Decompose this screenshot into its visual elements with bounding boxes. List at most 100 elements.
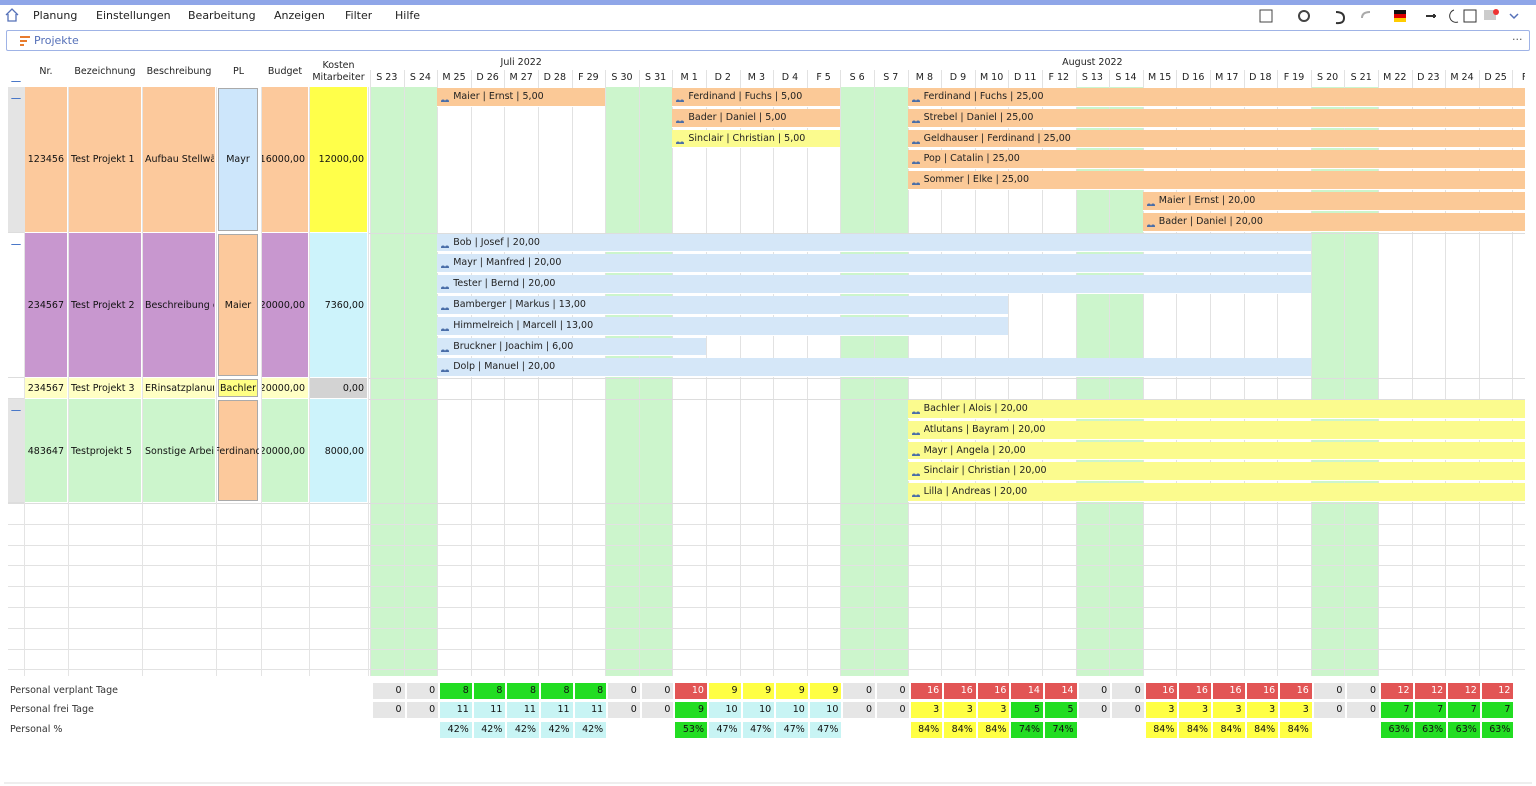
assignment-label[interactable]: Geldhauser | Ferdinand | 25,00 bbox=[923, 132, 1071, 144]
day-header[interactable]: M 22 bbox=[1383, 72, 1407, 83]
day-header[interactable]: D 16 bbox=[1181, 72, 1205, 83]
assignment-label[interactable]: Bader | Daniel | 5,00 bbox=[688, 111, 787, 123]
project-budget[interactable]: 16000,00 bbox=[262, 154, 305, 166]
project-pl[interactable]: Maier bbox=[224, 299, 252, 311]
assignment-label[interactable]: Ferdinand | Fuchs | 5,00 bbox=[688, 91, 803, 102]
day-header[interactable]: M 10 bbox=[979, 72, 1004, 83]
project-pl[interactable]: Ferdinand bbox=[217, 445, 259, 457]
assignment-label[interactable]: Pop | Catalin | 25,00 bbox=[923, 153, 1020, 165]
assignment-bar[interactable]: Pop | Catalin | 25,00 bbox=[907, 150, 1525, 170]
assignment-label[interactable]: Maier | Ernst | 20,00 bbox=[1158, 195, 1256, 206]
day-header[interactable]: D 4 bbox=[781, 72, 799, 83]
project-name[interactable]: Test Projekt 1 bbox=[71, 154, 135, 166]
assignment-bar[interactable]: Bader | Daniel | 5,00 bbox=[672, 108, 841, 128]
assignment-bar[interactable]: Strebel | Daniel | 25,00 bbox=[907, 108, 1525, 128]
project-budget[interactable]: 20000,00 bbox=[262, 299, 305, 311]
project-kosten[interactable]: 0,00 bbox=[342, 383, 364, 395]
assignment-bar[interactable]: Tester | Bernd | 20,00 bbox=[437, 275, 1311, 294]
home-icon[interactable] bbox=[4, 7, 20, 23]
day-header[interactable]: M 27 bbox=[509, 72, 533, 83]
assignment-bar[interactable]: Sinclair | Christian | 5,00 bbox=[672, 129, 841, 149]
assignment-label[interactable]: Bob | Josef | 20,00 bbox=[453, 236, 540, 248]
day-header[interactable]: D 28 bbox=[543, 72, 567, 83]
project-kosten[interactable]: 8000,00 bbox=[324, 445, 364, 457]
column-header[interactable]: Budget bbox=[267, 66, 303, 77]
day-header[interactable]: D 23 bbox=[1417, 72, 1440, 83]
assignment-bar[interactable]: Himmelreich | Marcell | 13,00 bbox=[437, 316, 1009, 336]
project-description[interactable]: Aufbau Stellwär bbox=[145, 154, 214, 166]
assignment-label[interactable]: Sinclair | Christian | 5,00 bbox=[688, 132, 806, 144]
day-header[interactable]: F 5 bbox=[816, 72, 831, 83]
day-header[interactable]: M 1 bbox=[680, 72, 698, 83]
day-header[interactable]: S 14 bbox=[1115, 72, 1137, 83]
assignment-label[interactable]: Dolp | Manuel | 20,00 bbox=[453, 361, 556, 373]
assignment-bar[interactable]: Dolp | Manuel | 20,00 bbox=[437, 358, 1311, 378]
project-budget[interactable]: 20000,00 bbox=[262, 445, 305, 457]
assignment-bar[interactable]: Bamberger | Markus | 13,00 bbox=[437, 296, 1009, 315]
day-header[interactable]: S 31 bbox=[645, 72, 667, 83]
column-header[interactable]: Bezeichnung bbox=[74, 66, 136, 77]
day-header[interactable]: D 18 bbox=[1249, 72, 1272, 83]
toolbar-icons[interactable] bbox=[1258, 7, 1528, 25]
column-header[interactable]: Kosten Mitarbeiter bbox=[312, 60, 365, 83]
column-header[interactable]: Beschreibung bbox=[146, 66, 212, 77]
assignment-bar[interactable]: Maier | Ernst | 5,00 bbox=[437, 88, 606, 107]
day-header[interactable]: F 2 bbox=[1521, 72, 1525, 83]
project-name[interactable]: Testprojekt 5 bbox=[71, 445, 133, 457]
menu-item[interactable]: Filter bbox=[345, 9, 373, 22]
month-header[interactable]: Juli 2022 bbox=[500, 57, 542, 68]
assignment-bar[interactable]: Sommer | Elke | 25,00 bbox=[907, 171, 1525, 190]
assignment-label[interactable]: Bamberger | Markus | 13,00 bbox=[453, 299, 586, 310]
project-kosten[interactable]: 12000,00 bbox=[318, 154, 364, 166]
column-header[interactable]: Nr. bbox=[39, 66, 53, 77]
assignment-bar[interactable]: Bader | Daniel | 20,00 bbox=[1142, 212, 1525, 232]
assignment-bar[interactable]: Atlutans | Bayram | 20,00 bbox=[907, 420, 1525, 440]
assignment-bar[interactable]: Lilla | Andreas | 20,00 bbox=[907, 483, 1525, 502]
assignment-bar[interactable]: Maier | Ernst | 20,00 bbox=[1142, 192, 1525, 211]
project-pl[interactable]: Mayr bbox=[226, 154, 250, 166]
project-description[interactable]: ERinsatzplanung bbox=[145, 383, 214, 395]
project-nr[interactable]: 234567 bbox=[27, 299, 64, 311]
day-header[interactable]: F 12 bbox=[1048, 72, 1070, 83]
assignment-label[interactable]: Tester | Bernd | 20,00 bbox=[453, 278, 556, 290]
project-nr[interactable]: 234567 bbox=[27, 383, 64, 395]
day-header[interactable]: F 29 bbox=[578, 72, 599, 83]
assignment-bar[interactable]: Bob | Josef | 20,00 bbox=[437, 233, 1311, 253]
menu-item[interactable]: Hilfe bbox=[395, 9, 421, 22]
month-header[interactable]: August 2022 bbox=[1062, 57, 1123, 68]
day-header[interactable]: S 13 bbox=[1081, 72, 1103, 83]
assignment-label[interactable]: Himmelreich | Marcell | 13,00 bbox=[453, 319, 594, 331]
column-header[interactable]: PL bbox=[232, 66, 245, 77]
menu-item[interactable]: Einstellungen bbox=[96, 9, 171, 22]
project-budget[interactable]: 20000,00 bbox=[262, 383, 305, 395]
assignment-label[interactable]: Ferdinand | Fuchs | 25,00 bbox=[923, 91, 1044, 102]
day-header[interactable]: D 2 bbox=[714, 72, 731, 83]
assignment-label[interactable]: Mayr | Angela | 20,00 bbox=[923, 444, 1026, 456]
project-pl[interactable]: Bachler bbox=[220, 383, 256, 395]
assignment-label[interactable]: Bachler | Alois | 20,00 bbox=[923, 403, 1028, 414]
menu-item[interactable]: Anzeigen bbox=[274, 9, 325, 22]
day-header[interactable]: M 15 bbox=[1147, 72, 1172, 83]
assignment-label[interactable]: Bader | Daniel | 20,00 bbox=[1158, 215, 1263, 227]
project-name[interactable]: Test Projekt 3 bbox=[71, 383, 135, 395]
day-header[interactable]: M 3 bbox=[747, 72, 766, 83]
project-description[interactable]: Beschreibung de bbox=[145, 299, 214, 311]
day-header[interactable]: M 25 bbox=[442, 72, 466, 83]
day-header[interactable]: D 25 bbox=[1484, 72, 1507, 83]
assignment-label[interactable]: Atlutans | Bayram | 20,00 bbox=[923, 423, 1046, 435]
day-header[interactable]: M 8 bbox=[915, 72, 934, 83]
assignment-bar[interactable]: Bachler | Alois | 20,00 bbox=[907, 400, 1525, 419]
assignment-bar[interactable]: Mayr | Manfred | 20,00 bbox=[437, 254, 1311, 274]
assignment-bar[interactable]: Geldhauser | Ferdinand | 25,00 bbox=[907, 129, 1525, 149]
day-header[interactable]: D 26 bbox=[476, 72, 499, 83]
day-header[interactable]: S 7 bbox=[883, 72, 899, 83]
assignment-bar[interactable]: Bruckner | Joachim | 6,00 bbox=[437, 337, 706, 357]
assignment-label[interactable]: Bruckner | Joachim | 6,00 bbox=[453, 340, 574, 352]
day-header[interactable]: S 23 bbox=[376, 72, 398, 83]
day-header[interactable]: M 17 bbox=[1215, 72, 1239, 83]
assignment-label[interactable]: Lilla | Andreas | 20,00 bbox=[923, 486, 1028, 498]
day-header[interactable]: D 9 bbox=[949, 72, 967, 83]
assignment-label[interactable]: Strebel | Daniel | 25,00 bbox=[923, 111, 1034, 123]
day-header[interactable]: S 20 bbox=[1317, 72, 1339, 83]
assignment-bar[interactable]: Ferdinand | Fuchs | 5,00 bbox=[672, 88, 841, 107]
